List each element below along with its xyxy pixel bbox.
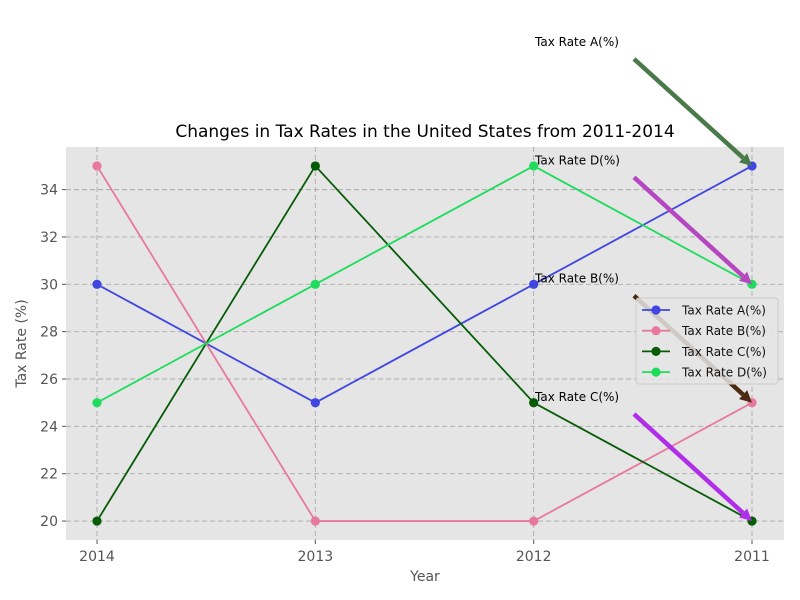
data-point <box>92 516 102 526</box>
annotation-arrowhead <box>739 271 752 285</box>
data-point <box>310 516 320 526</box>
annotation-arrow <box>632 57 745 160</box>
legend-marker <box>651 305 661 315</box>
x-tick-label: 2012 <box>516 549 552 565</box>
annotation-label: Tax Rate B(%) <box>534 272 619 286</box>
data-point <box>529 516 539 526</box>
legend-label: Tax Rate B(%) <box>681 324 766 338</box>
x-tick-label: 2013 <box>298 549 334 565</box>
x-tick-label: 2011 <box>734 549 770 565</box>
y-tick-label: 30 <box>40 277 58 293</box>
series-lines <box>92 161 757 526</box>
y-tick-label: 22 <box>40 467 58 483</box>
data-point <box>310 398 320 408</box>
legend-label: Tax Rate D(%) <box>681 366 767 380</box>
y-tick-label: 34 <box>40 183 58 199</box>
axes: 20 22 24 26 28 30 32 34 2014 2013 2012 2011 <box>40 183 770 565</box>
x-tick-label: 2014 <box>79 549 115 565</box>
legend-box <box>635 297 779 385</box>
y-tick-label: 28 <box>40 325 58 341</box>
annotation-arrowhead <box>739 508 752 522</box>
data-point <box>92 161 102 171</box>
legend-marker <box>651 326 661 336</box>
y-tick-label: 26 <box>40 372 58 388</box>
legend-label: Tax Rate A(%) <box>681 304 766 318</box>
annotation-arrow <box>632 175 745 278</box>
y-tick-label: 20 <box>40 514 58 530</box>
data-point <box>529 161 539 171</box>
data-point <box>310 279 320 289</box>
annotation-label: Tax Rate A(%) <box>534 35 619 49</box>
data-point <box>310 161 320 171</box>
data-point <box>92 398 102 408</box>
x-axis-label: Year <box>409 569 440 585</box>
annotation-arrowhead <box>739 390 752 403</box>
y-axis-label: Tax Rate (%) <box>14 299 30 388</box>
y-tick-label: 32 <box>40 230 58 246</box>
annotation-arrowhead <box>739 153 752 166</box>
data-point <box>92 279 102 289</box>
chart-title: Changes in Tax Rates in the United State… <box>175 122 674 142</box>
legend: Tax Rate A(%) Tax Rate B(%) Tax Rate C(%) T… <box>635 297 779 385</box>
legend-label: Tax Rate C(%) <box>681 345 766 359</box>
data-point <box>529 279 539 289</box>
data-point <box>529 398 539 408</box>
annotation-label: Tax Rate C(%) <box>534 390 619 404</box>
y-tick-label: 24 <box>40 419 58 435</box>
annotation-label: Tax Rate D(%) <box>534 153 620 167</box>
legend-marker <box>651 367 661 377</box>
legend-marker <box>651 346 661 356</box>
series-line <box>96 164 753 404</box>
annotation-arrow <box>632 412 745 515</box>
